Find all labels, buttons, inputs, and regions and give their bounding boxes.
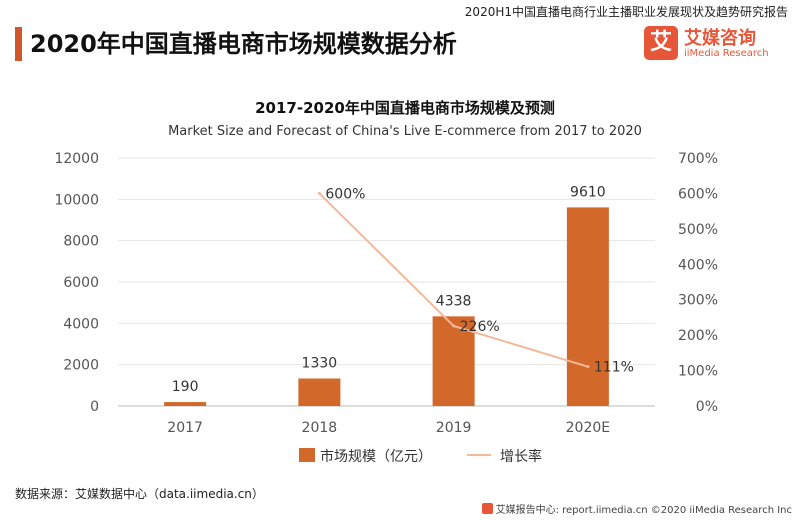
left-tick-label: 6000 [63,275,99,291]
line-data-label: 226% [460,319,500,335]
line-point [317,191,321,195]
bar [298,378,341,406]
chart-subtitle: Market Size and Forecast of China's Live… [168,124,642,139]
right-tick-label: 0% [696,399,718,415]
right-tick-label: 600% [678,186,718,202]
bar-series: 190 1330 4338 9610 [164,184,609,406]
left-axis-ticks: 0 2000 4000 6000 8000 10000 12000 [54,151,99,415]
growth-line-series: 600% 226% 111% [317,186,634,376]
x-tick-label: 2019 [436,420,472,436]
legend-bar-label: 市场规模（亿元） [320,448,432,465]
logo-mark: 艾 [644,26,678,60]
report-center-icon [481,503,493,514]
x-tick-label: 2018 [302,420,338,436]
line-point [586,365,590,369]
bar [432,316,475,406]
legend-line-label: 增长率 [500,448,542,465]
right-axis-ticks: 0% 100% 200% 300% 400% 500% 600% 700% [678,151,718,415]
gridlines [118,157,655,407]
market-size-chart: 2017-2020年中国直播电商市场规模及预测 Market Size and … [54,99,718,465]
bar-data-label: 9610 [570,184,606,200]
left-tick-label: 0 [90,399,99,415]
footer-copyright-text: 艾媒报告中心: report.iimedia.cn ©2020 iiMedia … [495,505,792,516]
logo-name-cn: 艾媒咨询 [684,28,756,49]
line-data-label: 111% [594,360,634,376]
right-tick-label: 500% [678,222,718,238]
footer-copyright: 艾媒报告中心: report.iimedia.cn ©2020 iiMedia … [481,501,792,516]
x-tick-label: 2020E [566,420,610,436]
iimedia-logo: 艾 艾媒咨询 iiMedia Research [644,24,784,64]
right-tick-label: 100% [678,364,718,380]
left-tick-label: 8000 [63,234,99,250]
right-tick-label: 400% [678,257,718,273]
right-tick-label: 700% [678,151,718,167]
chart-title: 2017-2020年中国直播电商市场规模及预测 [255,99,555,117]
left-tick-label: 4000 [63,316,99,332]
x-tick-label: 2017 [167,420,203,436]
chart-legend: 市场规模（亿元） 增长率 [299,448,542,465]
bar-data-label: 1330 [302,356,338,372]
left-tick-label: 12000 [54,151,99,167]
title-accent-bar [15,27,22,61]
line-data-label: 600% [325,186,365,202]
data-source: 数据来源：艾媒数据中心（data.iimedia.cn） [15,487,264,501]
x-axis-ticks: 2017 2018 2019 2020E [167,420,610,436]
line-point [452,324,456,328]
left-tick-label: 2000 [63,358,99,374]
page-title: 2020年中国直播电商市场规模数据分析 [30,30,457,58]
legend-bar-swatch [299,448,315,462]
right-tick-label: 200% [678,328,718,344]
right-tick-label: 300% [678,293,718,309]
bar [566,207,609,406]
report-title: 2020H1中国直播电商行业主播职业发展现状及趋势研究报告 [464,5,788,19]
left-tick-label: 10000 [54,192,99,208]
logo-name-en: iiMedia Research [684,48,769,59]
bar-data-label: 4338 [436,293,472,309]
bar-data-label: 190 [172,379,199,395]
bar [164,402,207,406]
